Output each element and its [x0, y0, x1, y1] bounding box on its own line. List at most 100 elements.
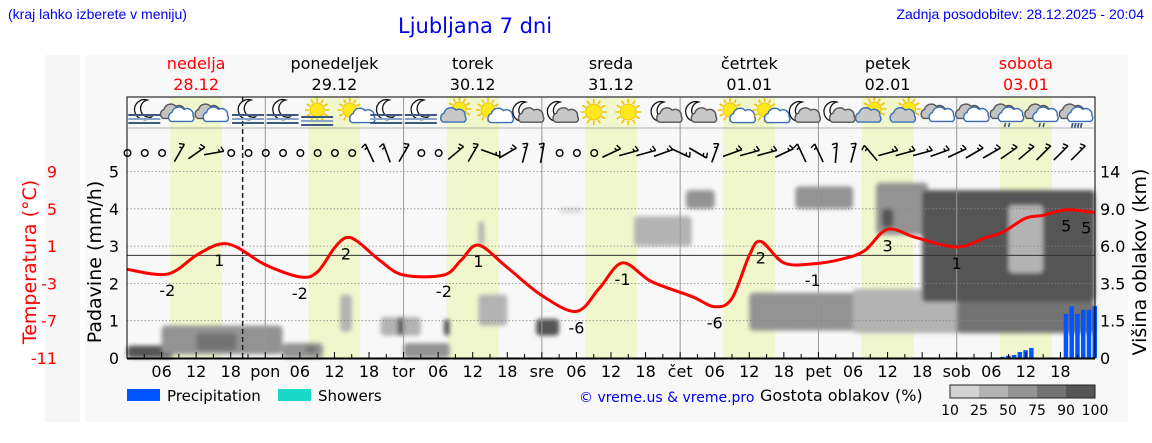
wind-feather — [361, 143, 366, 149]
precipitation-swatch — [127, 389, 160, 401]
sun-ray — [635, 104, 640, 109]
sun-icon — [580, 99, 607, 125]
wind-barb-icon — [688, 147, 709, 159]
day-date: 28.12 — [173, 75, 219, 94]
wind-feather — [634, 145, 640, 151]
sun-ray — [353, 99, 357, 104]
sun-ray — [632, 119, 636, 124]
wind-feather — [217, 148, 221, 153]
wind-barb-icon — [793, 143, 807, 163]
cloud-icon — [920, 103, 956, 123]
sun-ray — [719, 113, 724, 117]
cloud-icon — [194, 103, 230, 123]
wind-staff — [467, 143, 479, 163]
wind-feather — [961, 144, 967, 150]
wind-calm-icon — [227, 148, 236, 157]
sun-ray — [597, 100, 601, 105]
day-name: četrtek — [721, 54, 779, 73]
wind-barb-icon — [636, 145, 657, 157]
wind-staff — [774, 148, 794, 158]
sun-ray — [863, 102, 868, 106]
cloud-light-rain-icon — [989, 103, 1025, 128]
wind-feather — [793, 143, 798, 149]
sun-ray — [306, 113, 311, 117]
x-tick-label: 18 — [912, 362, 932, 381]
wind-feather — [850, 142, 857, 145]
sun-ray — [582, 115, 587, 120]
wind-feather — [458, 143, 464, 148]
sun-ray — [586, 100, 590, 105]
daylight-band — [585, 97, 637, 358]
wind-feather — [220, 146, 225, 152]
sun-ray — [912, 98, 916, 103]
cloud-icon — [167, 106, 195, 123]
wind-feather — [861, 145, 865, 151]
cloud-scale-swatch — [1066, 385, 1095, 398]
moon-fog-icon — [404, 98, 437, 124]
cloud-scale-swatch — [1008, 385, 1037, 398]
cloud-icon — [928, 106, 956, 123]
showers-legend-label: Showers — [318, 387, 382, 405]
wind-staff — [850, 143, 857, 163]
wind-feather — [538, 142, 545, 145]
wind-feather — [472, 142, 479, 146]
cloud-scale-label: 90 — [1057, 403, 1075, 419]
temperature-tick-label: -7 — [41, 312, 57, 331]
wind-staff — [187, 146, 206, 160]
sun-ray — [477, 103, 482, 107]
wind-barb-icon — [480, 148, 501, 158]
rain-drop — [1038, 122, 1041, 128]
day-date: 03.01 — [1003, 75, 1049, 94]
sun-ray — [452, 98, 457, 103]
precipitation-tick-label: 0 — [109, 349, 119, 368]
wind-calm-icon — [330, 148, 339, 157]
wind-feather — [403, 142, 410, 146]
wind-staff — [796, 143, 807, 163]
precipitation-bar — [1029, 347, 1034, 358]
wind-feather — [994, 147, 998, 151]
temperature-label: -6 — [568, 318, 584, 337]
wind-calm-icon — [434, 148, 443, 157]
cloud-scale-label: 10 — [941, 403, 959, 419]
wind-feather — [540, 146, 544, 149]
wind-feather — [864, 148, 868, 152]
wind-feather — [787, 147, 791, 151]
sun-ray — [597, 119, 601, 124]
temperature-tick-label: 1 — [47, 237, 57, 256]
wind-staff — [930, 148, 950, 158]
x-tick-label: pon — [250, 362, 280, 381]
cloud-height-tick-label: 1.5 — [1100, 312, 1125, 331]
wind-calm-icon — [279, 148, 288, 157]
cloud-area — [397, 316, 404, 336]
moon-cloud-icon — [650, 100, 683, 123]
day-name: ponedeljek — [290, 54, 379, 73]
sun-ray — [880, 102, 886, 106]
cloud-height-tick-label: 3.5 — [1100, 274, 1125, 293]
day-name: nedelja — [167, 54, 226, 73]
sun-ray — [481, 99, 485, 104]
x-tick-label: 18 — [635, 362, 655, 381]
sun-ray — [880, 112, 886, 116]
wind-calm-icon — [140, 148, 149, 157]
cloud-icon — [552, 107, 580, 123]
wind-feather — [831, 142, 838, 146]
copyright-link[interactable]: © vreme.us & vreme.pro — [579, 390, 754, 406]
sun-ray — [601, 104, 606, 109]
temp-axis-panel — [45, 55, 80, 422]
cloud-icon — [828, 107, 856, 123]
temperature-label: 2 — [341, 245, 351, 264]
cloud-height-tick-label: 6.0 — [1100, 237, 1125, 256]
rain-drop — [1073, 122, 1077, 129]
last-updated: Zadnja posodobitev: 28.12.2025 - 20:04 — [896, 6, 1144, 22]
wind-feather — [1062, 143, 1069, 147]
sun-ray — [616, 115, 621, 120]
wind-feather — [976, 147, 981, 151]
cloud-density-scale: 10 25 50 75 90 100 — [941, 384, 1108, 419]
wind-feather — [614, 147, 618, 151]
cloud-sun-icon — [854, 97, 887, 123]
day-name: sobota — [999, 54, 1053, 73]
showers-swatch — [278, 389, 311, 401]
sun-icon — [585, 103, 603, 121]
wind-staff — [895, 149, 916, 157]
x-tick-label: 06 — [290, 362, 310, 381]
